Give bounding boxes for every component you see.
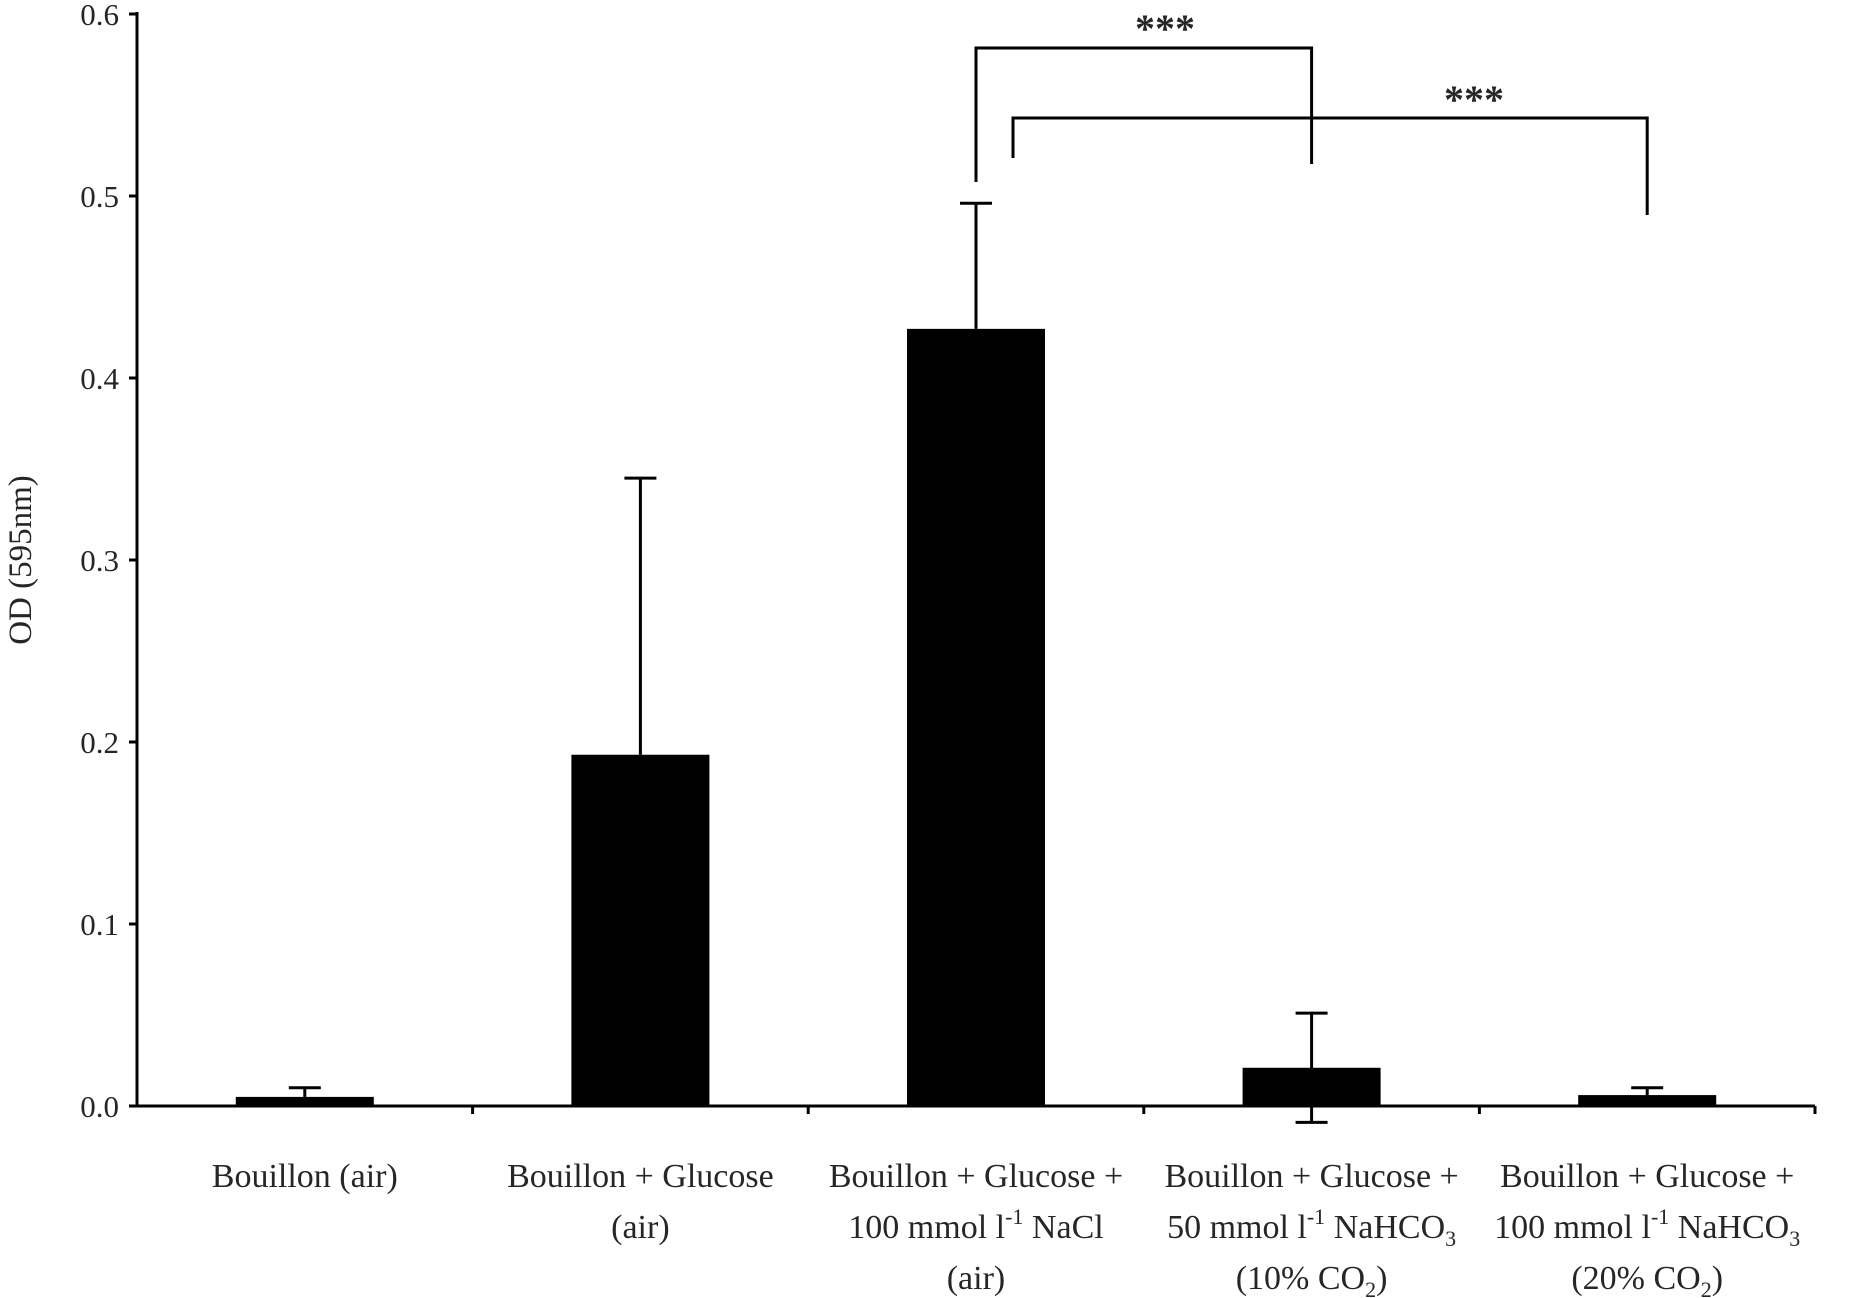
category-labels: Bouillon (air) Bouillon + Glucose (air) Bou… [212, 1158, 1800, 1298]
category-label: (air) [611, 1209, 670, 1246]
y-tick-label: 0.1 [80, 907, 119, 942]
category-label: Bouillon + Glucose + [1164, 1158, 1458, 1195]
category-label: 100 mmol l-1 NaCl [848, 1204, 1103, 1246]
significance-bracket [1011, 116, 1649, 215]
category-label: 100 mmol l-1 NaHCO3 [1494, 1204, 1800, 1251]
bar [1578, 1095, 1717, 1106]
significance-bracket [974, 46, 1314, 182]
y-tick-label: 0.4 [80, 361, 119, 396]
category-label: Bouillon + Glucose [507, 1158, 774, 1195]
x-axis [137, 1104, 1817, 1114]
y-tick-label: 0.0 [80, 1089, 119, 1124]
bar [235, 1096, 374, 1106]
bar [571, 754, 710, 1106]
y-tick-label: 0.2 [80, 725, 119, 760]
significance-label: *** [1135, 6, 1195, 51]
category-label: (10% CO2) [1236, 1260, 1388, 1298]
y-tick-label: 0.3 [80, 543, 119, 578]
significance-label: *** [1444, 77, 1504, 122]
category-label: Bouillon + Glucose + [1500, 1158, 1794, 1195]
category-label: Bouillon (air) [212, 1158, 398, 1195]
y-axis-label: OD (595nm) [3, 475, 39, 645]
bar [907, 328, 1045, 1106]
category-label: Bouillon + Glucose + [829, 1158, 1123, 1195]
bars [235, 328, 1717, 1106]
significance-brackets: *** *** [974, 6, 1649, 215]
category-label: 50 mmol l-1 NaHCO3 [1167, 1204, 1456, 1251]
error-bars [288, 201, 1664, 1124]
y-tick-label: 0.6 [80, 0, 119, 32]
category-label: (20% CO2) [1571, 1260, 1723, 1298]
y-tick-label: 0.5 [80, 179, 119, 214]
y-axis: 0.0 0.1 0.2 0.3 0.4 0.5 0.6 [80, 0, 139, 1124]
category-label: (air) [947, 1260, 1006, 1297]
